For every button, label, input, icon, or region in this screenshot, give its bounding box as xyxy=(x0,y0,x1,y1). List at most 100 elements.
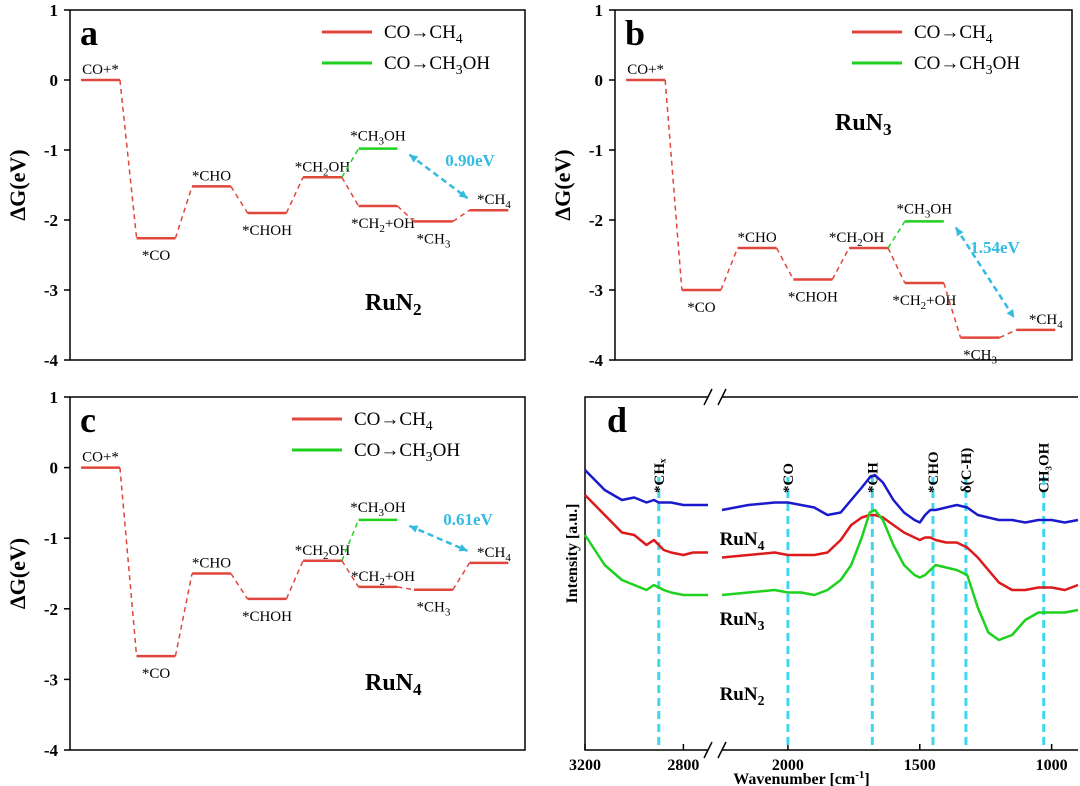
energy-connector xyxy=(887,247,906,284)
y-tick-label: -3 xyxy=(44,281,58,300)
panel-d: 3200 2800 2000 1500 1000 Wavenumber [cm-1] Int… xyxy=(564,388,1079,786)
state-label-part: *CH xyxy=(417,600,446,616)
state-label-part: *CHO xyxy=(192,168,231,184)
energy-connector xyxy=(396,205,415,222)
y-axis-label: ΔG(eV) xyxy=(550,149,575,220)
spectrum-RuN2 xyxy=(721,508,1079,642)
state-label: *CH2+OH xyxy=(351,569,415,588)
state-label-part: CO+* xyxy=(627,62,664,78)
arrow-head xyxy=(409,525,419,533)
state-label-part: *CH xyxy=(1029,312,1058,328)
state-label-part: +OH xyxy=(385,216,415,232)
state-label: *CH4 xyxy=(477,192,511,211)
y-tick-label: -3 xyxy=(44,670,58,689)
state-label: *CHO xyxy=(738,230,777,246)
state-label-part: OH xyxy=(329,543,351,559)
ch3oh-connector xyxy=(887,221,906,249)
state-label-part: *CHOH xyxy=(788,290,838,306)
state-label: *CO xyxy=(142,666,171,682)
state-label-part: OH xyxy=(329,159,351,175)
energy-connector xyxy=(397,586,415,591)
energy-connector xyxy=(285,560,304,600)
plot-frame xyxy=(614,9,1073,361)
gap-arrow xyxy=(954,226,1016,319)
energy-connector xyxy=(174,186,193,239)
panel-label: c xyxy=(80,400,96,440)
state-label-part: *CH xyxy=(963,348,992,364)
state-label-part: *CH xyxy=(350,129,379,145)
state-label: *CHO xyxy=(192,556,231,572)
state-label-part: 2 xyxy=(323,550,329,562)
state-label-part: OH xyxy=(384,129,406,145)
state-label-part: *CO xyxy=(142,666,171,682)
y-tick-label: -1 xyxy=(44,529,58,548)
peak-label: *OH xyxy=(865,462,881,493)
catalyst-label-sub: 2 xyxy=(413,300,422,319)
spectrum-RuN4 xyxy=(721,473,1079,524)
state-label-part: *CHOH xyxy=(242,609,292,625)
legend-label: CO→CH4 xyxy=(354,409,433,433)
state-label-part: 2 xyxy=(857,237,863,249)
plot-frame xyxy=(584,396,1078,751)
y-tick-label: -1 xyxy=(589,141,603,160)
legend-label-base: CO→CH xyxy=(354,409,426,430)
state-label-part: 3 xyxy=(445,238,451,250)
energy-connector xyxy=(230,573,249,600)
x-tick-label: 3200 xyxy=(569,757,601,774)
spectrum-RuN3 xyxy=(721,513,1079,592)
arrow-head xyxy=(458,544,468,552)
state-label: *CH4 xyxy=(477,545,511,564)
state-label-part: *CHO xyxy=(192,556,231,572)
panel-label: d xyxy=(607,400,627,440)
state-label-part: *CH xyxy=(351,569,380,585)
y-tick-label: -4 xyxy=(589,351,604,370)
x-tick-label: 2800 xyxy=(667,757,699,774)
legend-label: CO→CH4 xyxy=(384,22,463,46)
state-label-part: *CHOH xyxy=(242,223,292,239)
state-label-part: +OH xyxy=(926,293,956,309)
y-tick-label: 0 xyxy=(50,459,59,478)
state-label-part: 3 xyxy=(379,136,385,148)
gap-arrow xyxy=(408,524,469,553)
state-label: *CH3 xyxy=(417,600,451,619)
catalyst-label-base: RuN xyxy=(835,110,884,136)
state-label-part: 3 xyxy=(445,607,451,619)
catalyst-label-base: RuN xyxy=(365,290,414,316)
y-tick-label: -3 xyxy=(589,281,603,300)
plot-frame xyxy=(69,9,526,361)
state-label: *CH2OH xyxy=(295,543,351,562)
spectrum-RuN4 xyxy=(584,469,708,507)
state-label: *CH3OH xyxy=(350,500,406,519)
state-label: CO+* xyxy=(82,62,119,78)
state-label-part: OH xyxy=(863,230,885,246)
state-label-part: *CH xyxy=(477,192,506,208)
spectrum-RuN2 xyxy=(583,534,708,597)
legend-label: CO→CH3OH xyxy=(354,440,460,464)
state-label: *CH3 xyxy=(417,231,451,250)
x-axis-label-sup: -1 xyxy=(855,769,864,781)
y-tick-label: -2 xyxy=(44,600,58,619)
panel-a: 10-1-2-3-4ΔG(eV)a CO→CH4CO→CH3OHRuN2CO+**… xyxy=(5,1,526,370)
energy-connector xyxy=(775,247,795,280)
series-label-sub: 3 xyxy=(758,618,765,633)
arrow-head xyxy=(955,227,964,237)
state-label-part: 4 xyxy=(505,199,511,211)
state-label-part: *CH xyxy=(351,216,380,232)
panel-b: 10-1-2-3-4ΔG(eV)b CO→CH4CO→CH3OHRuN3CO+**… xyxy=(550,1,1073,370)
legend-label-sub: 3 xyxy=(456,62,463,77)
state-label-part: 2 xyxy=(379,576,385,588)
energy-connector xyxy=(999,329,1017,339)
arrow-head xyxy=(409,154,419,163)
peak-label: *CHₓ xyxy=(652,458,668,493)
state-label-part: *CH xyxy=(295,543,324,559)
panel-c: 10-1-2-3-4ΔG(eV)c CO→CH4CO→CH3OHRuN4CO+**… xyxy=(5,388,526,760)
gap-annotation: 0.61eV xyxy=(443,510,493,529)
legend-label-tail: OH xyxy=(433,440,461,461)
state-label-part: OH xyxy=(930,201,952,217)
state-label-part: 3 xyxy=(379,507,385,519)
y-tick-label: -2 xyxy=(44,211,58,230)
plot-frame xyxy=(69,396,526,751)
energy-connector xyxy=(119,467,138,657)
legend-label: CO→CH3OH xyxy=(914,53,1020,77)
state-label-part: *CH xyxy=(897,201,926,217)
